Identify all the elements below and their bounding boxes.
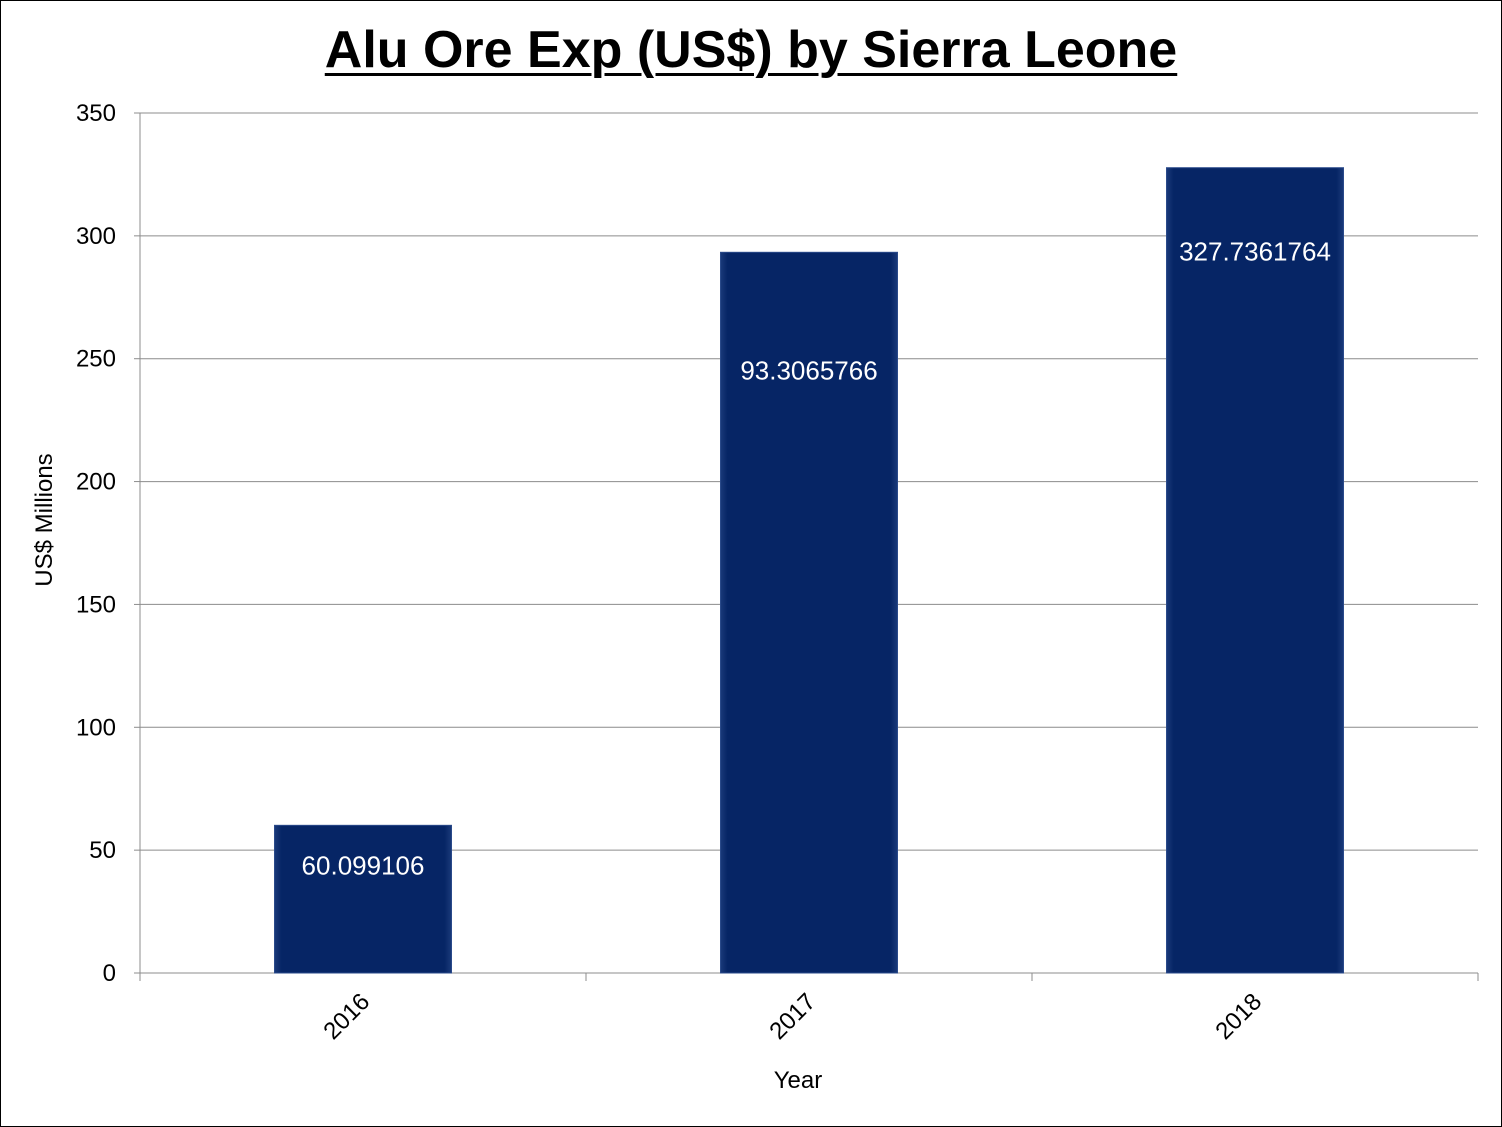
y-tick-label: 100 [76, 714, 116, 741]
y-tick-label: 50 [89, 837, 116, 864]
x-axis-label: Year [774, 1067, 823, 1094]
y-tick-label: 250 [76, 346, 116, 373]
y-tick-label: 200 [76, 469, 116, 496]
chart-title: Alu Ore Exp (US$) by Sierra Leone [324, 21, 1178, 79]
x-tick-label: 2016 [318, 988, 375, 1045]
data-label: 93.3065766 [740, 355, 877, 385]
data-label: 60.099106 [302, 850, 425, 880]
y-tick-label: 300 [76, 223, 116, 250]
bar-2016 [274, 824, 452, 974]
y-tick-label: 350 [76, 100, 116, 127]
bar-2018 [1166, 167, 1344, 974]
data-label: 327.7361764 [1179, 237, 1331, 267]
bar-2017 [720, 251, 898, 974]
y-axis-label: US$ Millions [31, 453, 58, 586]
x-tick-label: 2017 [764, 988, 821, 1045]
y-tick-label: 0 [103, 960, 116, 987]
x-tick-label: 2018 [1210, 988, 1267, 1045]
y-tick-label: 150 [76, 591, 116, 618]
